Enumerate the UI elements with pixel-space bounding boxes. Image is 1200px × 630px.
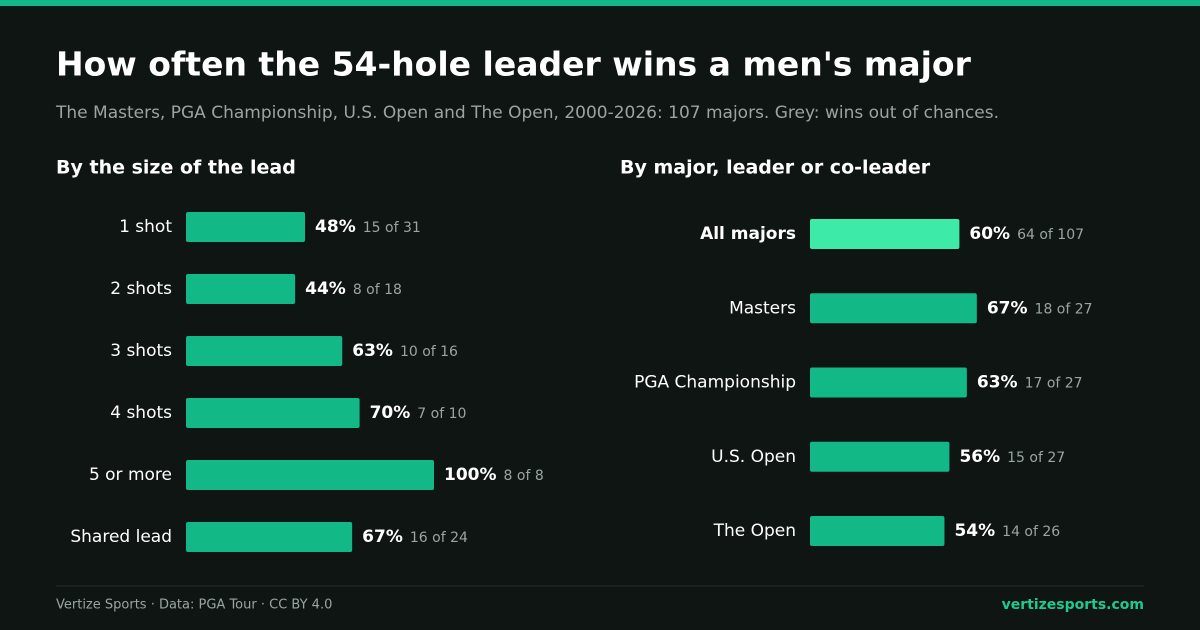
value-label: 54% [954,521,995,541]
bar [810,441,950,472]
bar [810,219,960,249]
category-label: 5 or more [89,465,172,485]
value-label: 70% [370,403,411,423]
count-label: 8 of 18 [353,282,402,298]
count-label: 7 of 10 [417,406,466,422]
category-label: U.S. Open [711,447,796,467]
count-label: 18 of 27 [1035,301,1093,317]
bar [810,367,967,398]
count-label: 64 of 107 [1017,227,1084,243]
category-label: The Open [713,521,796,541]
category-label: PGA Championship [634,373,796,393]
chart-title: By the size of the lead [56,157,296,179]
count-label: 15 of 27 [1007,450,1065,466]
value-label: 100% [444,465,497,485]
category-label: 2 shots [110,279,172,299]
count-label: 14 of 26 [1002,524,1060,540]
chart-title: By major, leader or co-leader [620,157,931,179]
bar [186,398,360,428]
value-label: 60% [969,224,1010,244]
category-label: All majors [700,224,796,244]
top-accent [0,0,1200,6]
bar [810,516,945,546]
count-label: 15 of 31 [363,220,421,236]
bar [186,522,353,552]
category-label: Masters [729,298,796,318]
value-label: 67% [987,298,1028,318]
value-label: 63% [977,373,1018,393]
footer-site: vertizesports.com [1002,597,1144,613]
bar [186,274,296,304]
count-label: 16 of 24 [410,530,468,546]
subtitle: The Masters, PGA Championship, U.S. Open… [55,103,999,123]
bar [810,293,977,324]
category-label: Shared lead [70,527,172,547]
value-label: 44% [305,279,346,299]
category-label: 4 shots [110,403,172,423]
value-label: 56% [959,447,1000,467]
category-label: 1 shot [119,217,172,237]
count-label: 17 of 27 [1025,376,1083,392]
bar [186,460,434,490]
value-label: 63% [352,341,393,361]
count-label: 10 of 16 [400,344,458,360]
category-label: 3 shots [110,341,172,361]
footer-credit: Vertize Sports · Data: PGA Tour · CC BY … [56,598,332,613]
value-label: 48% [315,217,356,237]
count-label: 8 of 8 [504,468,544,484]
value-label: 67% [362,527,403,547]
title: How often the 54-hole leader wins a men'… [56,45,972,84]
bar [186,212,306,242]
bar [186,336,343,366]
